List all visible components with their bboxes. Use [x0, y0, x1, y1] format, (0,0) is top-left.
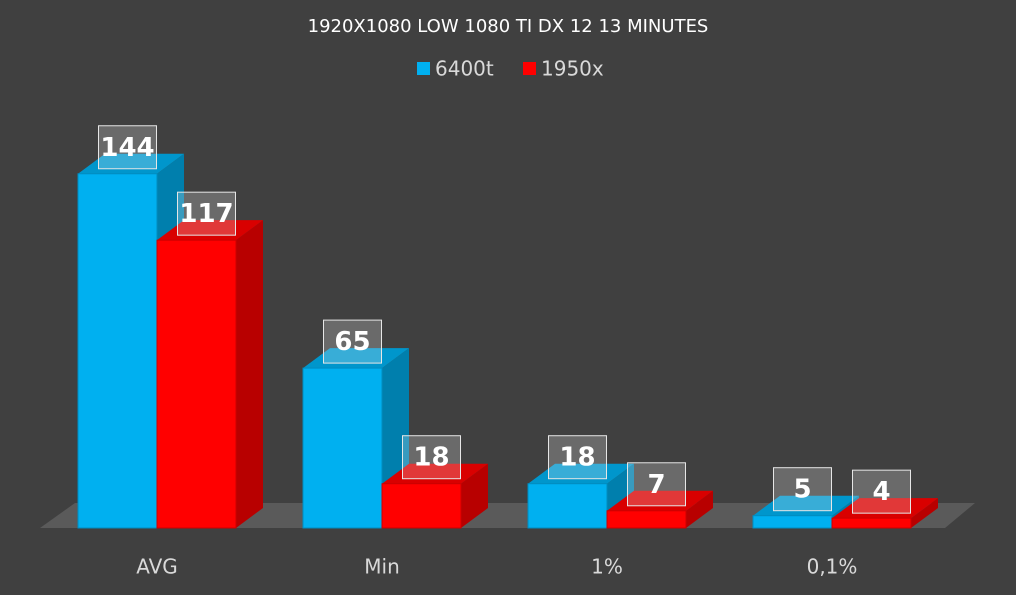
bar-front	[156, 239, 237, 529]
chart-title: 1920X1080 LOW 1080 TI DX 12 13 MINUTES	[308, 16, 709, 37]
data-label-box	[402, 435, 461, 480]
data-label: 65	[334, 327, 370, 357]
bar-front	[831, 517, 912, 529]
data-label-box	[852, 469, 911, 514]
data-label-box	[627, 462, 686, 507]
legend-label: 1950x	[541, 57, 604, 81]
bar-side	[461, 463, 488, 528]
bar-side	[686, 490, 713, 528]
bar-side	[236, 220, 263, 528]
bar-front	[381, 483, 462, 529]
data-label-box	[548, 435, 607, 480]
data-label: 5	[793, 475, 811, 505]
bar-front	[77, 173, 158, 529]
data-label: 144	[100, 133, 154, 163]
data-label: 4	[872, 477, 890, 507]
x-tick-label: 0,1%	[807, 555, 858, 579]
data-label: 7	[647, 470, 665, 500]
bar-front	[302, 367, 383, 529]
x-tick-label: 1%	[591, 555, 623, 579]
data-label: 18	[559, 443, 595, 473]
legend-swatch	[523, 62, 536, 75]
data-label: 117	[179, 199, 233, 229]
bar	[156, 220, 263, 529]
legend-label: 6400t	[435, 57, 494, 81]
bar-front	[606, 510, 687, 529]
bar-front	[752, 515, 833, 529]
data-label: 18	[413, 443, 449, 473]
data-label-box	[177, 191, 236, 236]
bar-front	[527, 483, 608, 529]
x-tick-label: AVG	[136, 555, 178, 579]
bar	[302, 348, 409, 529]
x-tick-label: Min	[364, 555, 400, 579]
data-label-box	[773, 467, 832, 512]
floor	[40, 503, 975, 528]
bar-side	[911, 498, 938, 528]
legend-swatch	[417, 62, 430, 75]
data-label-box	[323, 319, 382, 364]
data-label-box	[98, 125, 157, 170]
